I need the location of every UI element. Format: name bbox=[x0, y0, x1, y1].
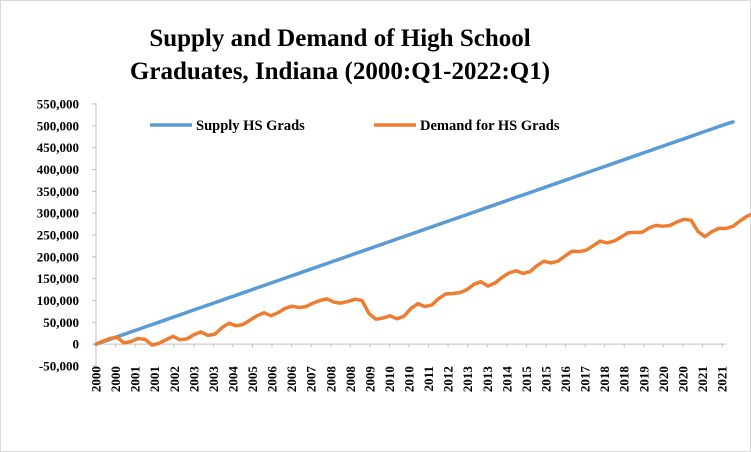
x-tick-label: 2003 bbox=[186, 366, 201, 393]
x-tick-label: 2021 bbox=[715, 366, 730, 392]
x-tick-label: 2010 bbox=[382, 366, 397, 392]
x-tick-label: 2014 bbox=[499, 366, 514, 393]
chart-title-line-1: Supply and Demand of High School bbox=[149, 25, 531, 52]
y-tick-label: 100,000 bbox=[37, 293, 79, 308]
y-tick-label: -50,000 bbox=[39, 359, 79, 374]
y-tick-label: 550,000 bbox=[37, 97, 79, 112]
x-tick-label: 2020 bbox=[675, 366, 690, 392]
axes bbox=[92, 103, 726, 367]
y-tick-label: 450,000 bbox=[37, 140, 79, 155]
legend-label: Supply HS Grads bbox=[196, 118, 305, 134]
x-tick-labels: 2000 2000 2001 2001 2002 2003 2003 2004 2005 2006… bbox=[89, 366, 730, 393]
y-tick-label: 250,000 bbox=[37, 228, 79, 243]
series-line-demand bbox=[94, 212, 751, 347]
x-tick-label: 2020 bbox=[656, 366, 671, 392]
x-tick-label: 2006 bbox=[265, 366, 280, 393]
x-tick-label: 2005 bbox=[245, 366, 260, 393]
x-tick-label: 2007 bbox=[304, 366, 319, 393]
chart-title-line-2: Graduates, Indiana (2000:Q1-2022:Q1) bbox=[129, 58, 551, 85]
x-tick-label: 2021 bbox=[695, 366, 710, 392]
x-tick-label: 2008 bbox=[343, 366, 358, 393]
y-tick-label: 400,000 bbox=[37, 162, 79, 177]
x-tick-label: 2000 bbox=[108, 366, 123, 392]
x-tick-label: 2006 bbox=[284, 366, 299, 393]
y-tick-labels: 550,000 500,000 450,000 400,000 350,000 300,0… bbox=[37, 97, 79, 374]
x-tick-label: 2015 bbox=[519, 366, 534, 393]
legend-label: Demand for HS Grads bbox=[420, 118, 560, 134]
series-line-supply bbox=[94, 120, 735, 346]
y-tick-label: 150,000 bbox=[37, 271, 79, 286]
x-tick-label: 2001 bbox=[128, 366, 143, 392]
x-tick-label: 2004 bbox=[225, 366, 240, 393]
x-tick-label: 2009 bbox=[362, 366, 377, 393]
x-tick-label: 2001 bbox=[147, 366, 162, 392]
y-tick-label: 350,000 bbox=[37, 184, 79, 199]
x-tick-label: 2019 bbox=[636, 366, 651, 393]
x-tick-label: 2011 bbox=[421, 366, 436, 391]
y-tick-label: 50,000 bbox=[43, 315, 79, 330]
x-tick-label: 2018 bbox=[597, 366, 612, 393]
x-tick-label: 2008 bbox=[323, 366, 338, 393]
x-tick-label: 2016 bbox=[558, 366, 573, 393]
x-tick-label: 2017 bbox=[578, 366, 593, 393]
x-tick-label: 2018 bbox=[617, 366, 632, 393]
y-tick-label: 0 bbox=[73, 337, 80, 352]
y-tick-label: 200,000 bbox=[37, 249, 79, 264]
x-tick-label: 2002 bbox=[167, 366, 182, 392]
x-tick-label: 2010 bbox=[402, 366, 417, 392]
x-tick-label: 2013 bbox=[460, 366, 475, 393]
x-tick-label: 2012 bbox=[441, 366, 456, 392]
series-lines bbox=[94, 120, 751, 347]
y-tick-label: 500,000 bbox=[37, 118, 79, 133]
legend: Supply HS Grads Demand for HS Grads bbox=[150, 118, 560, 134]
x-tick-label: 2003 bbox=[206, 366, 221, 393]
y-tick-label: 300,000 bbox=[37, 206, 79, 221]
x-tick-label: 2013 bbox=[480, 366, 495, 393]
x-tick-label: 2000 bbox=[89, 366, 104, 392]
chart-title: Supply and Demand of High School Graduat… bbox=[60, 22, 620, 88]
x-tick-label: 2015 bbox=[538, 366, 553, 393]
